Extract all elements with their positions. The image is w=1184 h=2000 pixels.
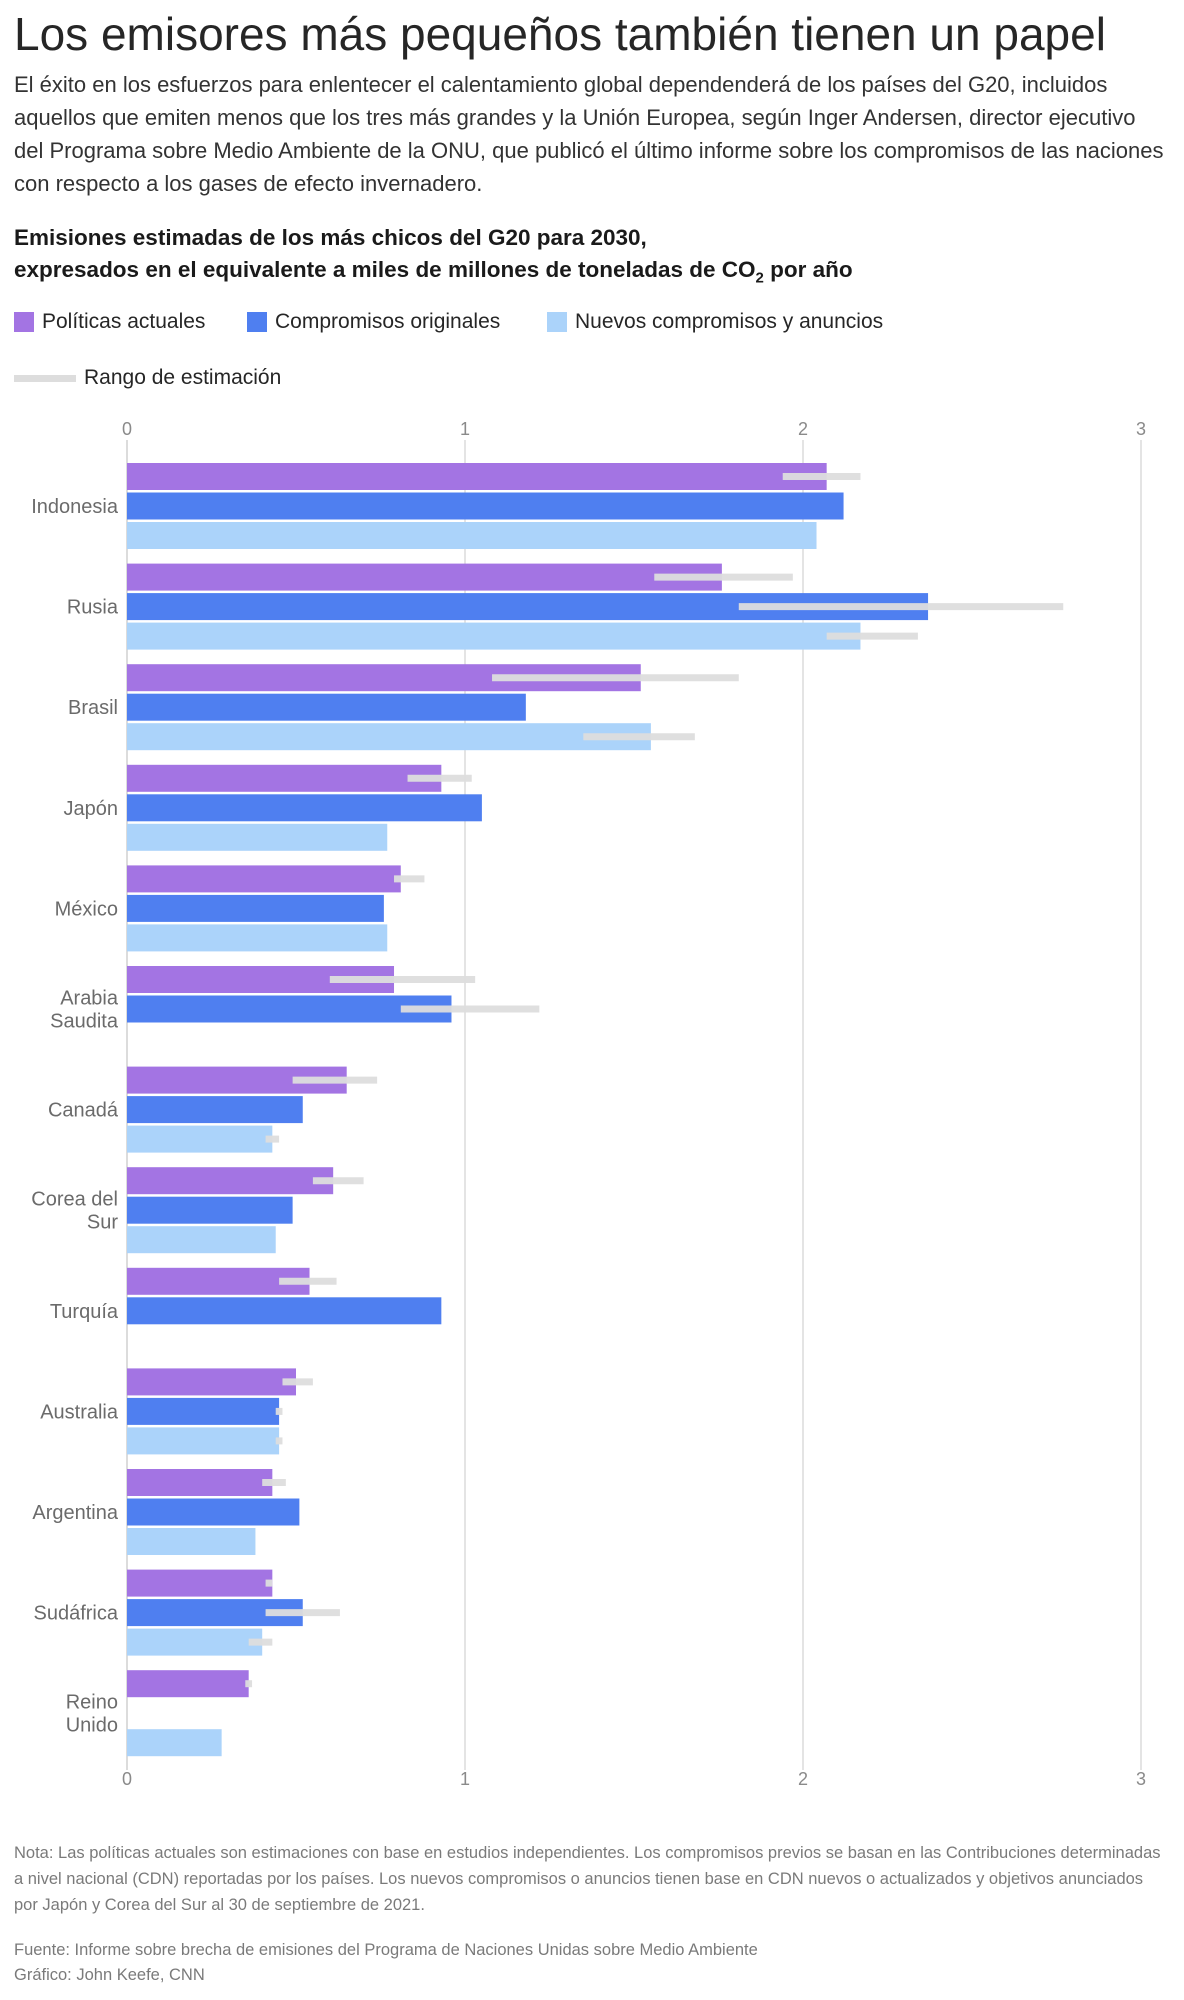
category-label: Rusia — [67, 597, 119, 619]
category-label: Argentina — [32, 1502, 118, 1524]
bar-original — [127, 995, 452, 1023]
x-tick-label-bottom: 2 — [798, 1769, 808, 1789]
x-tick-label-bottom: 1 — [460, 1769, 470, 1789]
category-label: Reino Unido — [66, 1692, 118, 1737]
bar-chart: 0 0 1 1 2 2 3 3 Indonesia Rusia Brasil Japón México A… — [31, 419, 1146, 1789]
category-label: Brasil — [68, 697, 118, 719]
x-tick-label-top: 2 — [798, 419, 808, 439]
chart-source: Fuente: Informe sobre brecha de emisione… — [14, 1938, 1164, 1988]
bar-current — [127, 463, 827, 490]
subtitle-line-2: expresados en el equivalente a miles de … — [14, 254, 1164, 295]
category-label: Canadá — [48, 1100, 119, 1122]
bar-new — [127, 1427, 280, 1455]
bar-original — [127, 794, 482, 822]
bar-original — [127, 1297, 442, 1325]
credit-text: Gráfico: John Keefe, CNN — [14, 1966, 205, 1984]
bar-new — [127, 1528, 256, 1555]
bar-new — [127, 1125, 273, 1153]
legend-swatch-original — [247, 312, 267, 332]
category-label: Indonesia — [31, 496, 119, 518]
bar-current — [127, 1469, 273, 1496]
legend-label-current: Políticas actuales — [42, 310, 206, 333]
category-label: Turquía — [50, 1301, 119, 1323]
category-label: Arabia Saudita — [50, 988, 119, 1033]
bar-current — [127, 1670, 249, 1698]
source-text: Fuente: Informe sobre brecha de emisione… — [14, 1941, 758, 1959]
x-tick-label-bottom: 0 — [122, 1769, 132, 1789]
subtitle-line-2-prefix: expresados en el equivalente a miles de … — [14, 257, 756, 282]
headline: Los emisores más pequeños también tienen… — [14, 8, 1106, 60]
chart-subtitle: Emisiones estimadas de los más chicos de… — [14, 222, 1164, 295]
bar-current — [127, 764, 442, 792]
legend-swatch-new — [547, 312, 567, 332]
bar-new — [127, 1729, 222, 1757]
category-label: Sudáfrica — [34, 1603, 119, 1625]
category-label: Corea del Sur — [31, 1189, 118, 1234]
bar-original — [127, 492, 844, 520]
chart-notes: Nota: Las políticas actuales son estimac… — [14, 1844, 1161, 1914]
bar-current — [127, 1167, 334, 1195]
subtitle-line-1: Emisiones estimadas de los más chicos de… — [14, 225, 647, 250]
bar-original — [127, 1196, 293, 1224]
x-tick-label-top: 3 — [1136, 419, 1146, 439]
legend-item-new: Nuevos compromisos y anuncios — [547, 310, 883, 334]
bar-new — [127, 823, 388, 851]
category-label: México — [55, 898, 118, 920]
legend-item-range: Rango de estimación — [14, 366, 281, 390]
bar-current — [127, 563, 722, 591]
intro-paragraph: El éxito en los esfuerzos para enlentece… — [14, 72, 1164, 196]
bar-original — [127, 1096, 303, 1124]
legend-label-new: Nuevos compromisos y anuncios — [575, 310, 884, 333]
x-tick-label-top: 0 — [122, 419, 132, 439]
bar-new — [127, 1628, 263, 1656]
bar-new — [127, 622, 861, 650]
bar-original — [127, 894, 384, 922]
bar-original — [127, 693, 526, 721]
x-tick-label-bottom: 3 — [1136, 1769, 1146, 1789]
legend-swatch-range — [14, 374, 76, 382]
legend-item-original: Compromisos originales — [247, 310, 500, 334]
bar-current — [127, 1368, 296, 1396]
subtitle-subscript: 2 — [755, 269, 764, 287]
legend-label-original: Compromisos originales — [275, 310, 501, 333]
category-label: Australia — [40, 1401, 119, 1423]
bar-current — [127, 865, 401, 893]
category-label: Japón — [64, 798, 119, 820]
legend-item-current: Políticas actuales — [14, 310, 205, 334]
bar-new — [127, 522, 817, 549]
legend-label-range: Rango de estimación — [84, 366, 282, 389]
bar-new — [127, 723, 651, 751]
bar-new — [127, 924, 388, 952]
bar-original — [127, 1397, 280, 1425]
bar-original — [127, 1498, 300, 1526]
legend-swatch-current — [14, 312, 34, 332]
x-tick-label-top: 1 — [460, 419, 470, 439]
bar-current — [127, 1569, 273, 1597]
subtitle-line-2-suffix: por año — [763, 257, 853, 282]
bar-new — [127, 1226, 276, 1254]
